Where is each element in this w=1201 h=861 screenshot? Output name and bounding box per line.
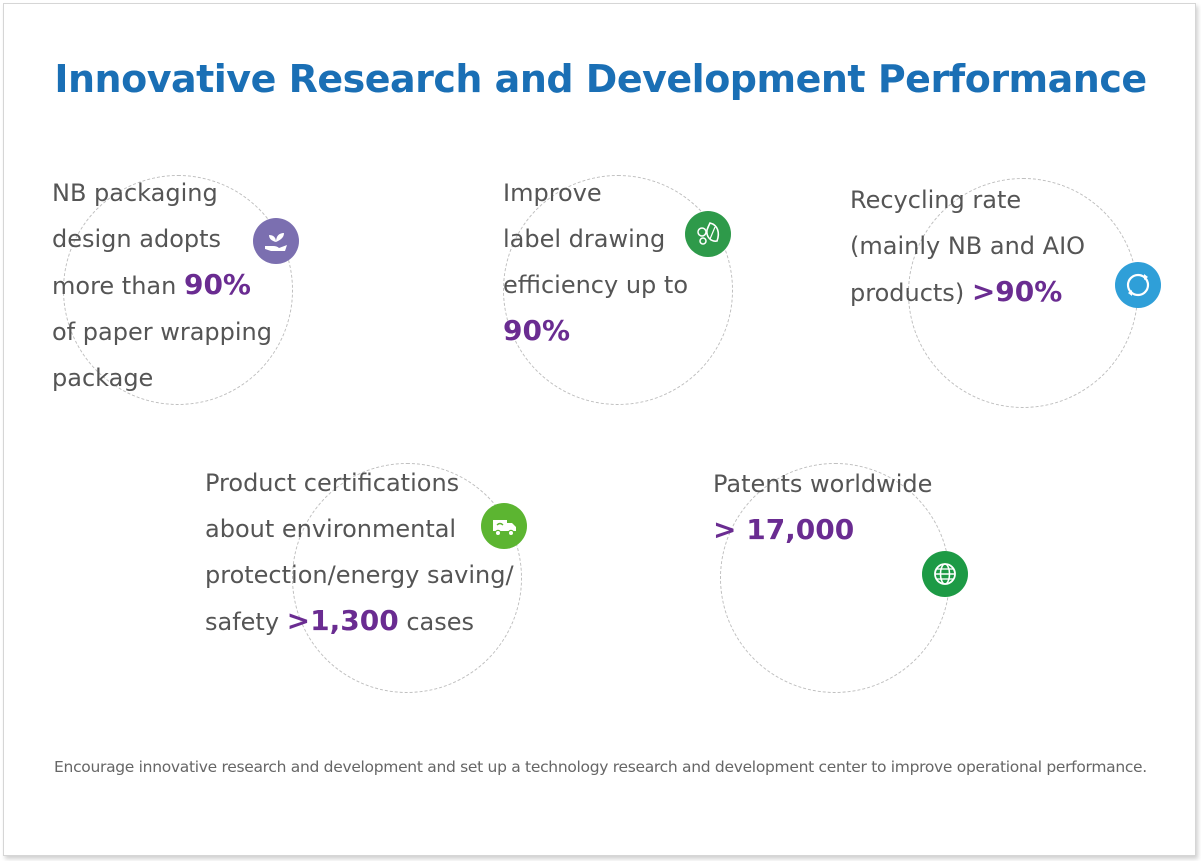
stat-certifications: Product certifications about environment…	[205, 460, 514, 645]
stat-packaging: NB packaging design adopts more than 90%…	[52, 170, 272, 401]
stat-text-line: efficiency up to	[503, 271, 689, 299]
footer-note: Encourage innovative research and develo…	[54, 758, 1147, 776]
stat-text-line: safety >1,300 cases	[205, 598, 514, 645]
stat-recycling: Recycling rate (mainly NB and AIO produc…	[850, 177, 1085, 316]
stat-text-line: more than 90%	[52, 262, 272, 309]
stat-text-line: (mainly NB and AIO	[850, 232, 1086, 260]
stat-text-line: label drawing	[503, 225, 666, 253]
stat-text: safety	[205, 608, 287, 636]
stat-text-line: Product certifications	[205, 469, 460, 497]
stat-ring-2	[503, 175, 733, 405]
leaf-gear-icon	[685, 211, 731, 257]
stat-value: >1,300	[286, 604, 399, 637]
stat-text: products)	[850, 279, 972, 307]
stat-value: > 17,000	[713, 513, 855, 546]
hand-plant-icon	[253, 218, 299, 264]
stat-text-line: Patents worldwide	[713, 470, 933, 498]
stat-value: 90%	[503, 314, 571, 347]
stat-text-line: Improve	[503, 179, 602, 207]
stat-patents: Patents worldwide > 17,000	[713, 461, 932, 553]
stat-text-line: design adopts	[52, 225, 222, 253]
stat-text-line: package	[52, 364, 154, 392]
page-title: Innovative Research and Development Perf…	[54, 57, 1147, 101]
stat-text: more than	[52, 272, 184, 300]
stat-text-line: protection/energy saving/	[205, 561, 514, 589]
card-frame	[3, 3, 1196, 856]
stat-ring-4	[292, 463, 522, 693]
stat-text-line: NB packaging	[52, 179, 218, 207]
stat-text-line: Recycling rate	[850, 186, 1022, 214]
stat-ring-1	[63, 175, 293, 405]
truck-icon	[481, 503, 527, 549]
stat-text-line: of paper wrapping	[52, 318, 272, 346]
stat-text-line: products) >90%	[850, 269, 1085, 316]
globe-icon	[922, 551, 968, 597]
stat-label-efficiency: Improve label drawing efficiency up to 9…	[503, 170, 688, 354]
stat-value: 90%	[183, 268, 251, 301]
recycle-icon	[1115, 262, 1161, 308]
stat-value: >90%	[971, 275, 1063, 308]
stat-text-line: about environmental	[205, 515, 457, 543]
stat-text: cases	[398, 608, 475, 636]
